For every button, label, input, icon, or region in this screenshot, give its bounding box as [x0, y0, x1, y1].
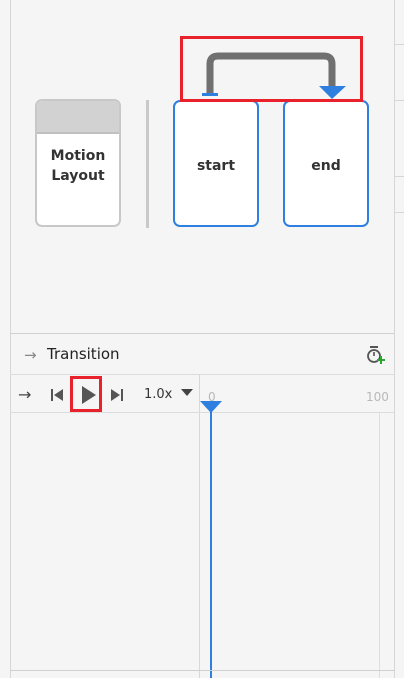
motion-layout-label-line2: Layout	[51, 168, 105, 184]
loop-mode-icon[interactable]: →	[18, 385, 32, 404]
transition-panel-top-border	[10, 333, 394, 334]
timeline-end-gridline	[379, 412, 380, 678]
right-panel-edge	[394, 0, 395, 678]
timeline-tick-start: 0	[208, 390, 216, 404]
right-panel-divider-4	[394, 212, 404, 213]
transition-connector[interactable]	[0, 0, 404, 130]
right-panel-divider-2	[394, 100, 404, 101]
motion-layout-header	[37, 101, 119, 134]
motion-layout-label: Motion Layout	[37, 146, 119, 186]
connector-highlight	[180, 36, 363, 102]
play-button-highlight	[70, 376, 102, 412]
transition-header-divider	[10, 374, 394, 375]
skip-to-end-icon[interactable]	[110, 388, 124, 402]
left-panel-edge	[10, 0, 11, 678]
connector-end-arrowhead	[319, 86, 346, 99]
connector-start-mark	[202, 93, 218, 96]
bottom-border	[10, 670, 394, 671]
playback-speed-value: 1.0x	[144, 387, 173, 402]
timeline-header-divider	[10, 412, 394, 413]
playhead-line	[210, 412, 212, 678]
timeline-left-border	[199, 375, 200, 678]
transition-title: Transition	[47, 345, 120, 363]
start-label: start	[196, 158, 236, 174]
connector-path	[206, 52, 336, 96]
right-panel-divider-3	[394, 176, 404, 177]
playback-speed-select[interactable]: 1.0x	[144, 387, 193, 402]
right-panel-divider-1	[394, 44, 404, 45]
start-constraint-set[interactable]: start	[173, 100, 259, 227]
transition-arrow-icon: →	[24, 346, 37, 364]
motion-layout-node[interactable]: Motion Layout	[35, 99, 121, 227]
skip-to-start-icon[interactable]	[50, 388, 64, 402]
play-icon[interactable]	[80, 385, 98, 405]
end-label: end	[311, 158, 341, 174]
chevron-down-icon	[180, 389, 193, 396]
add-on-click-icon[interactable]	[366, 346, 386, 364]
canvas-separator	[146, 100, 149, 228]
motion-layout-label-line1: Motion	[50, 148, 106, 164]
timeline-tick-end: 100	[366, 390, 389, 404]
playhead-handle[interactable]	[199, 400, 223, 416]
